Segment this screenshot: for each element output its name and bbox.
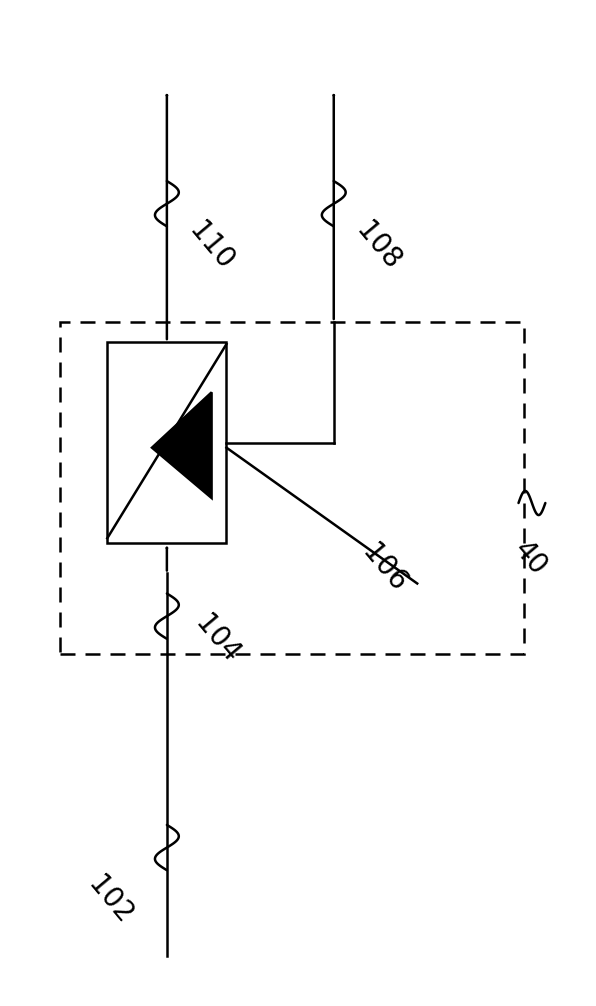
Text: 102: 102	[82, 871, 138, 930]
Text: 106: 106	[356, 539, 412, 598]
Text: 110: 110	[184, 217, 240, 276]
Bar	[107, 342, 226, 543]
Text: 108: 108	[350, 217, 406, 276]
Text: 40: 40	[508, 536, 552, 580]
Bar	[60, 322, 524, 654]
Polygon shape	[152, 392, 212, 498]
Text: 104: 104	[190, 610, 246, 668]
